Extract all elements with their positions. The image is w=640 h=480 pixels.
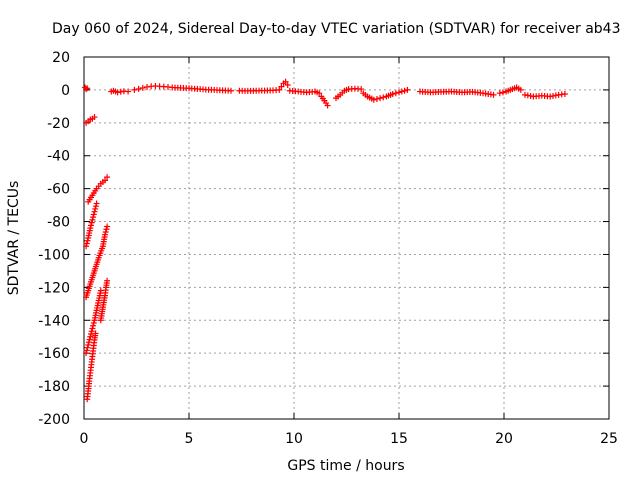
data-point [90, 214, 97, 221]
data-point [92, 330, 99, 337]
x-tick-label: 20 [495, 431, 513, 447]
data-point [370, 96, 377, 103]
data-point [91, 114, 98, 121]
data-point [144, 83, 150, 90]
y-tick-label: -40 [47, 149, 70, 165]
data-point [228, 87, 234, 94]
data-point [84, 344, 91, 351]
y-tick-label: 20 [52, 50, 70, 66]
data-point [561, 91, 568, 98]
data-point [373, 95, 380, 102]
y-tick-label: -120 [38, 280, 70, 296]
data-point [139, 84, 146, 91]
y-tick-label: -200 [38, 412, 70, 428]
data-point [380, 94, 387, 101]
y-tick-label: -60 [47, 182, 70, 198]
data-point [102, 177, 108, 184]
data-point [517, 86, 524, 93]
data-point [92, 205, 99, 212]
data-point [401, 87, 408, 94]
data-point [316, 90, 323, 97]
data-point [284, 81, 291, 88]
data-point [103, 226, 110, 233]
x-tick-label: 0 [80, 431, 89, 447]
y-tick-label: -180 [38, 379, 70, 395]
data-point [83, 240, 90, 247]
data-point [392, 90, 399, 97]
data-point [324, 102, 331, 109]
data-point [90, 211, 97, 218]
data-point [87, 225, 94, 232]
x-tick-label: 5 [185, 431, 194, 447]
data-point [490, 91, 497, 98]
data-point [282, 78, 289, 85]
data-point [358, 86, 365, 93]
data-point [396, 89, 402, 96]
data-point [104, 223, 111, 230]
data-point [102, 228, 109, 235]
data-point [389, 91, 396, 98]
data-point [92, 203, 99, 210]
data-point [84, 237, 91, 244]
y-tick-label: -20 [47, 116, 70, 132]
y-tick-label: 0 [61, 83, 70, 99]
data-point [90, 322, 97, 329]
data-point [499, 89, 506, 96]
y-tick-label: -80 [47, 215, 70, 231]
x-axis-title: GPS time / hours [287, 458, 404, 474]
data-point [83, 86, 90, 93]
data-point [87, 333, 94, 340]
data-point [90, 320, 97, 327]
data-point [276, 86, 283, 93]
data-point [88, 328, 95, 335]
x-tick-label: 10 [285, 431, 303, 447]
x-tick-label: 25 [600, 431, 618, 447]
chart-title: Day 060 of 2024, Sidereal Day-to-day VTE… [52, 21, 621, 37]
data-point [102, 231, 108, 238]
y-axis-title: SDTVAR / TECUs [6, 181, 22, 296]
data-point [88, 219, 95, 226]
y-tick-label: -100 [38, 247, 70, 263]
data-point [404, 86, 411, 93]
data-point [278, 83, 285, 90]
x-tick-label: 15 [390, 431, 408, 447]
data-point [91, 208, 98, 215]
data-point [89, 216, 96, 223]
data-point [85, 339, 92, 346]
data-point [83, 347, 90, 354]
data-point [131, 86, 138, 93]
data-point [83, 243, 90, 250]
data-points [82, 78, 568, 403]
y-tick-label: -140 [38, 313, 70, 329]
plot-frame [83, 56, 610, 420]
data-point [135, 85, 142, 92]
data-point [104, 277, 111, 284]
data-point [398, 88, 405, 95]
data-point [89, 325, 96, 332]
data-point [83, 350, 90, 357]
data-point [377, 95, 384, 102]
data-point [496, 90, 503, 97]
axis-tick-labels: 20 0 -20 -40 -60 -80 -100 -120 -140 -160 -180 -200 0… [38, 50, 618, 447]
y-tick-label: -160 [38, 346, 70, 362]
data-point [104, 174, 111, 181]
data-point [84, 85, 91, 92]
data-point [125, 88, 132, 95]
data-point [88, 222, 94, 229]
data-point [93, 200, 100, 207]
grid-lines [84, 57, 609, 419]
data-point [85, 341, 92, 348]
